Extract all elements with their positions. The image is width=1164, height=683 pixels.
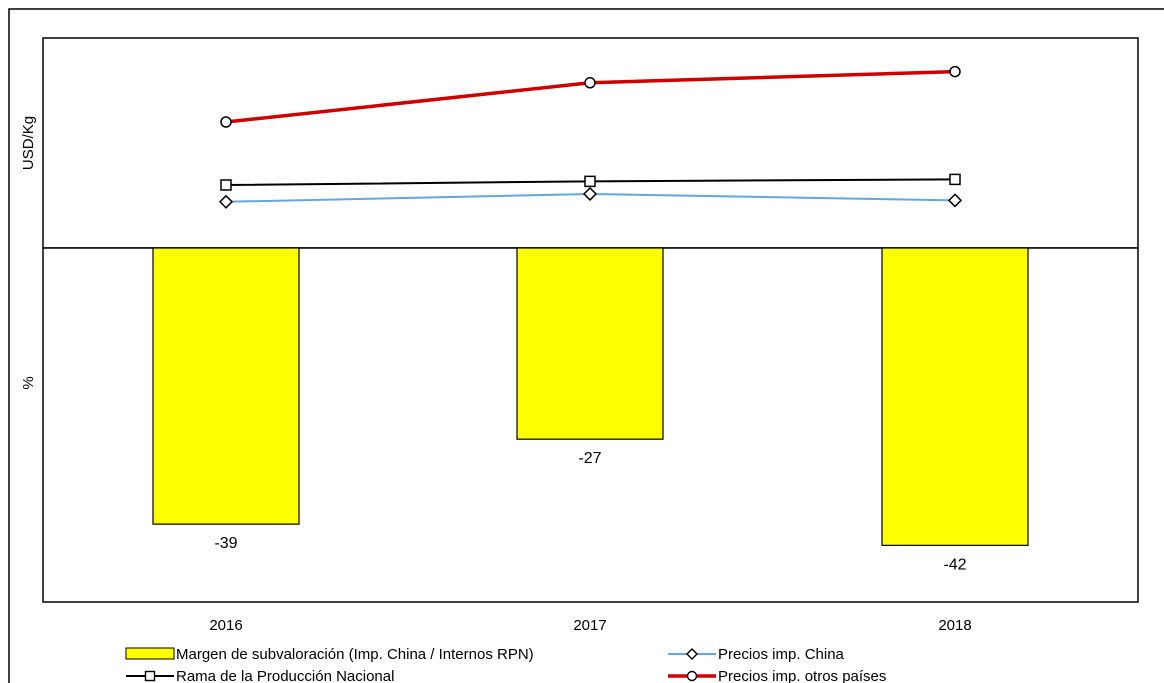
point-square-2017 xyxy=(584,175,596,188)
point-diamond-2017 xyxy=(582,186,598,202)
bars-layer: -39 -27 -42 xyxy=(152,247,1029,573)
bar-2016 xyxy=(152,247,300,525)
x-tick-label-2017: 2017 xyxy=(573,617,606,634)
x-tick-label-2016: 2016 xyxy=(209,617,242,634)
point-diamond-2018 xyxy=(947,193,963,208)
legend-swatch-3 xyxy=(668,670,716,682)
legend-label-3: Precios imp. otros países xyxy=(718,668,886,683)
bar-data-label-2016: -39 xyxy=(214,535,237,552)
point-square-2018 xyxy=(949,173,961,186)
upper-y-axis-label: USD/Kg xyxy=(20,116,37,170)
legend-swatch-2 xyxy=(126,670,174,682)
point-circle-2018 xyxy=(949,65,961,78)
legend-swatch-0 xyxy=(125,647,175,660)
legend: Margen de subvaloración (Imp. China / In… xyxy=(125,646,886,683)
legend-label-0: Margen de subvaloración (Imp. China / In… xyxy=(176,646,534,663)
legend-swatch-1 xyxy=(668,648,716,660)
outer-frame xyxy=(8,8,1164,683)
point-diamond-2016 xyxy=(218,194,234,209)
lower-y-axis-label: % xyxy=(20,376,37,389)
upper-plot-area xyxy=(42,37,1139,249)
point-square-2016 xyxy=(220,179,232,191)
legend-label-1: Precios imp. China xyxy=(718,646,845,663)
lines-layer xyxy=(218,65,963,209)
bar-2018 xyxy=(881,247,1029,546)
point-circle-2017 xyxy=(584,77,596,89)
point-circle-2016 xyxy=(220,116,232,128)
legend-label-2: Rama de la Producción Nacional xyxy=(176,668,394,683)
bar-data-label-2017: -27 xyxy=(578,450,601,467)
x-tick-label-2018: 2018 xyxy=(938,617,971,634)
bar-data-label-2018: -42 xyxy=(943,556,966,573)
bar-2017 xyxy=(516,247,664,440)
x-ticks-layer: 2016 2017 2018 xyxy=(209,617,971,634)
